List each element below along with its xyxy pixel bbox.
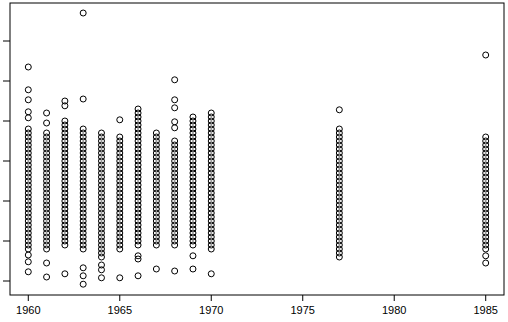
point (44, 260, 50, 266)
point (25, 115, 31, 121)
y-tick (3, 81, 10, 82)
point (208, 110, 214, 116)
point (25, 97, 31, 103)
point (483, 134, 489, 140)
point (80, 10, 86, 16)
x-tick (394, 295, 395, 301)
point (483, 253, 489, 259)
x-tick-label: 1960 (16, 304, 40, 316)
point (135, 273, 141, 279)
x-tick (211, 295, 212, 301)
x-tick (119, 295, 120, 301)
point (80, 273, 86, 279)
point (25, 269, 31, 275)
y-tick (3, 241, 10, 242)
point (483, 260, 489, 266)
point (62, 103, 68, 109)
point (172, 138, 178, 144)
point (98, 275, 104, 281)
y-tick (3, 281, 10, 282)
point (117, 134, 123, 140)
x-tick-label: 1965 (108, 304, 132, 316)
x-tick-label: 1975 (290, 304, 314, 316)
point (190, 253, 196, 259)
point (483, 52, 489, 58)
point (80, 126, 86, 132)
point (172, 77, 178, 83)
point (25, 64, 31, 70)
y-tick (3, 41, 10, 42)
point (135, 106, 141, 112)
point (80, 96, 86, 102)
y-tick (3, 121, 10, 122)
point (25, 87, 31, 93)
x-tick-label: 1970 (199, 304, 223, 316)
point (153, 130, 159, 136)
point (25, 259, 31, 265)
y-tick (3, 201, 10, 202)
point (153, 266, 159, 272)
y-tick (3, 161, 10, 162)
point (190, 266, 196, 272)
points (25, 10, 488, 287)
point (208, 271, 214, 277)
point (98, 130, 104, 136)
point (62, 271, 68, 277)
point (44, 110, 50, 116)
x-tick-label: 1980 (382, 304, 406, 316)
point (336, 126, 342, 132)
point (117, 117, 123, 123)
plot-frame (10, 3, 504, 295)
point (62, 118, 68, 124)
point (25, 126, 31, 132)
point (336, 107, 342, 113)
x-tick-label: 1985 (473, 304, 497, 316)
point (117, 275, 123, 281)
point (44, 120, 50, 126)
x-tick (302, 295, 303, 301)
point (172, 125, 178, 131)
x-tick (485, 295, 486, 301)
point (25, 109, 31, 115)
point (172, 119, 178, 125)
point (172, 105, 178, 111)
point (172, 97, 178, 103)
point (44, 130, 50, 136)
x-tick (28, 295, 29, 301)
point (25, 252, 31, 258)
point (190, 114, 196, 120)
chart: 1960 1965 1970 1975 1980 1985 (0, 0, 508, 322)
point (135, 256, 141, 262)
point (44, 274, 50, 280)
point (80, 265, 86, 271)
point (172, 268, 178, 274)
point (98, 267, 104, 273)
point (80, 281, 86, 287)
